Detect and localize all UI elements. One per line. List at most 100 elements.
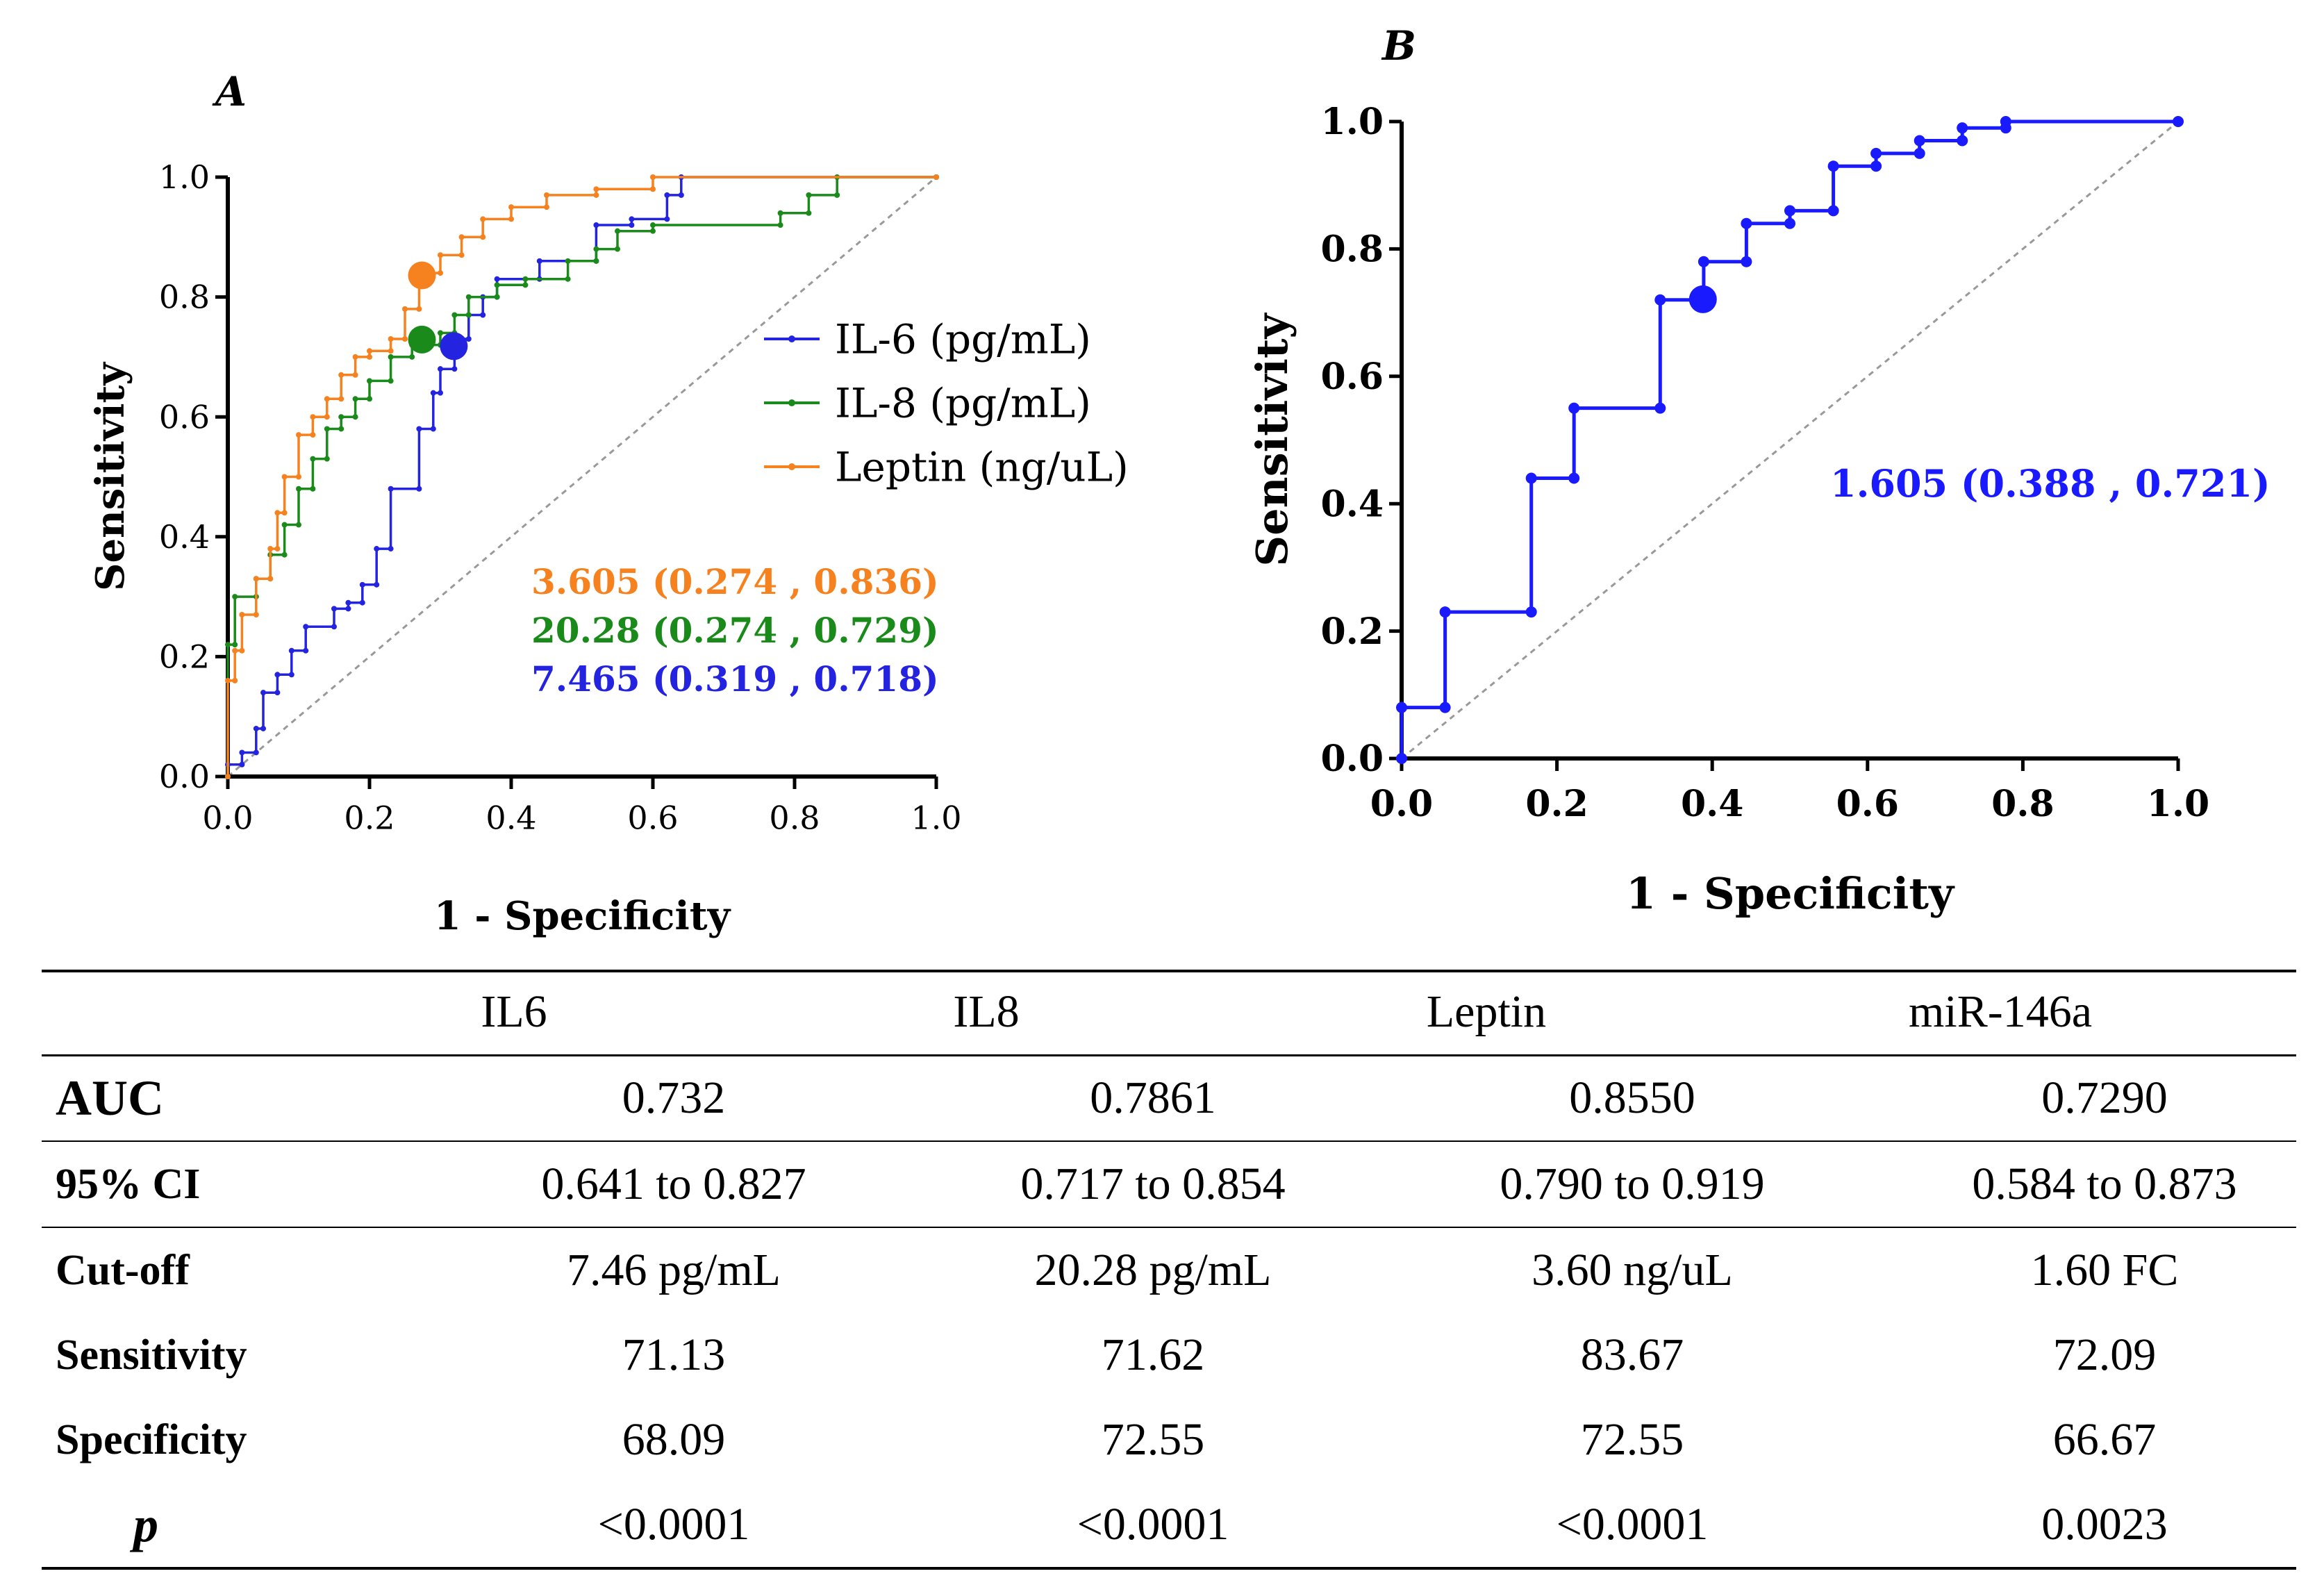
series-point xyxy=(1870,160,1882,172)
series-point xyxy=(1914,135,1925,147)
series-point xyxy=(1439,606,1451,618)
series-point xyxy=(1957,122,1968,134)
series-point xyxy=(1525,606,1537,618)
series-point xyxy=(438,252,443,258)
series-point xyxy=(1957,135,1968,147)
table-row: Sensitivity 71.13 71.62 83.67 72.09 xyxy=(42,1313,2296,1397)
series-point xyxy=(239,761,245,767)
legend-label: IL-6 (pg/mL) xyxy=(835,315,1091,363)
series-point xyxy=(281,522,288,528)
series-point xyxy=(367,396,372,402)
series-point xyxy=(388,336,394,342)
col-header-leptin: Leptin xyxy=(1426,986,1547,1037)
series-point xyxy=(416,306,422,312)
series-point xyxy=(274,546,281,552)
panel-label: A xyxy=(212,68,247,115)
series-point xyxy=(544,192,549,198)
series-point xyxy=(451,366,458,372)
cutoff-annotation: 3.605 (0.274 , 0.836) xyxy=(531,561,939,602)
series-point xyxy=(402,306,408,312)
series-point xyxy=(650,186,656,192)
series-point xyxy=(678,192,684,198)
series-point xyxy=(1525,472,1537,484)
series-point xyxy=(225,677,231,683)
cutoff-annotation: 20.28 (0.274 , 0.729) xyxy=(531,610,939,651)
table-cell: 71.13 xyxy=(622,1329,726,1380)
series-point xyxy=(225,774,231,779)
series-point xyxy=(1396,753,1407,764)
series-point xyxy=(650,174,656,180)
table-cell: 20.28 pg/mL xyxy=(1034,1245,1272,1295)
series-point xyxy=(331,606,337,612)
series-point xyxy=(296,522,301,528)
series-point xyxy=(338,414,345,420)
series-point xyxy=(303,624,309,630)
series-point xyxy=(296,474,301,480)
x-tick-label: 0.0 xyxy=(202,799,253,837)
series-point xyxy=(834,192,840,198)
series-point xyxy=(338,426,345,432)
series-point xyxy=(232,594,238,600)
series-point xyxy=(352,372,358,378)
y-tick-label: 0.0 xyxy=(1321,738,1384,780)
col-header-il8: IL8 xyxy=(953,986,1020,1037)
cutoff-annotation: 1.605 (0.388 , 0.721) xyxy=(1830,461,2271,506)
series-point xyxy=(522,282,529,288)
legend-label: IL-8 (pg/mL) xyxy=(835,379,1091,426)
series-point xyxy=(1784,205,1795,217)
series-point xyxy=(544,204,549,210)
series-point xyxy=(536,258,542,264)
series-point xyxy=(388,378,394,384)
cutoff-annotation: 7.465 (0.319 , 0.718) xyxy=(531,658,939,699)
row-label-cutoff: Cut-off xyxy=(56,1247,190,1294)
y-tick-label: 1.0 xyxy=(1321,101,1384,143)
table-cell: 0.732 xyxy=(622,1072,726,1123)
series-point xyxy=(480,312,486,318)
table-cell: 66.67 xyxy=(2052,1414,2157,1465)
series-point xyxy=(345,606,351,612)
series-point xyxy=(281,474,288,480)
series-point xyxy=(615,246,620,252)
y-tick-label: 0.8 xyxy=(1321,229,1384,271)
reference-diagonal-line xyxy=(1401,120,2179,760)
series-point xyxy=(338,372,345,378)
series-point xyxy=(777,210,783,216)
x-tick-label: 1.0 xyxy=(911,799,961,837)
series-point xyxy=(324,426,330,432)
series-point xyxy=(253,725,259,731)
legend-marker xyxy=(788,399,795,406)
cutoff-point xyxy=(408,325,436,354)
series-point xyxy=(1568,402,1580,414)
table-cell: 1.60 FC xyxy=(2030,1245,2179,1295)
col-header-il6: IL6 xyxy=(481,986,547,1037)
y-axis-label: Sensitivity xyxy=(88,362,133,591)
chart-panel-a: A 0.0 0.2 0.4 0.6 0.8 1.0 0.0 0.2 0.4 0.6 0.8 1.0 1 -… xyxy=(88,68,1129,939)
y-tick-label: 0.2 xyxy=(159,638,210,676)
series-point xyxy=(664,216,670,222)
y-tick-label: 0.0 xyxy=(159,758,210,795)
series-point xyxy=(281,551,288,558)
series-point xyxy=(374,581,380,588)
series-point xyxy=(352,354,358,360)
series-point xyxy=(650,228,656,234)
y-tick-label: 0.6 xyxy=(1321,356,1384,398)
series-point xyxy=(629,222,635,229)
series-point xyxy=(352,414,358,420)
series-point xyxy=(451,312,458,318)
series-point xyxy=(1914,147,1925,159)
series-point xyxy=(593,246,599,252)
x-tick-label: 0.0 xyxy=(1370,783,1433,825)
table-cell: <0.0001 xyxy=(597,1499,750,1550)
series-point xyxy=(232,647,238,654)
series-point xyxy=(777,222,783,229)
series-point xyxy=(416,426,422,432)
x-tick-label: 0.2 xyxy=(344,799,395,837)
y-tick-label: 0.4 xyxy=(159,518,210,556)
series-point xyxy=(388,348,394,354)
table-row-rule xyxy=(42,1140,2296,1142)
series-point xyxy=(508,204,514,210)
series-point xyxy=(480,234,486,240)
x-tick-label: 0.8 xyxy=(1991,783,2054,825)
table-row: Cut-off 7.46 pg/mL 20.28 pg/mL 3.60 ng/u… xyxy=(42,1228,2296,1313)
x-tick-label: 0.6 xyxy=(1836,783,1899,825)
